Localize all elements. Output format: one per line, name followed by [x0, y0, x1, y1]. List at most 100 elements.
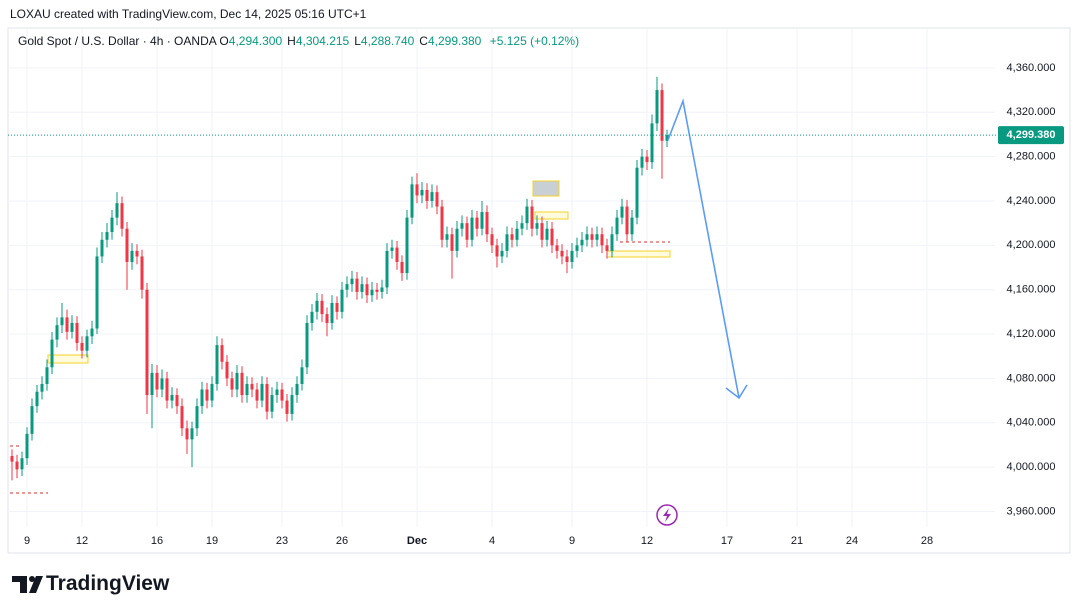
- candle-body: [430, 192, 434, 201]
- candle-body: [205, 389, 209, 401]
- candle-body: [335, 303, 339, 312]
- event-icon[interactable]: [656, 504, 678, 526]
- ohlc-value: 4,294.300: [228, 34, 283, 48]
- x-tick-label: 24: [846, 535, 858, 547]
- ohlc-value: 4,304.215: [295, 34, 350, 48]
- candle-body: [260, 383, 264, 401]
- candle-body: [435, 192, 439, 207]
- candle-body: [590, 234, 594, 240]
- x-tick-label: 12: [76, 535, 88, 547]
- candle-body: [650, 123, 654, 163]
- candle-body: [470, 217, 474, 240]
- zone-box: [606, 250, 671, 258]
- candle-body: [455, 228, 459, 251]
- x-tick-label: 12: [641, 535, 653, 547]
- symbol: Gold Spot / U.S. Dollar · 4h · OANDA: [18, 34, 217, 48]
- candle-body: [610, 234, 614, 251]
- candle-body: [240, 372, 244, 396]
- candle-body: [555, 245, 559, 251]
- x-tick-label: 9: [569, 535, 575, 547]
- candle-body: [345, 284, 349, 290]
- candle-body: [645, 156, 649, 163]
- candle-body: [280, 389, 284, 401]
- y-tick-label: 4,000.000: [1007, 461, 1056, 473]
- candle-body: [100, 239, 104, 257]
- candle-body: [120, 203, 124, 229]
- candle-body: [195, 406, 199, 429]
- candle-body: [490, 234, 494, 246]
- candle-body: [605, 245, 609, 251]
- candle-body: [125, 228, 129, 262]
- candle-body: [135, 250, 139, 257]
- candle-body: [390, 247, 394, 251]
- zone-box: [532, 180, 560, 197]
- y-tick-label: 4,080.000: [1007, 372, 1056, 384]
- x-tick-label: 17: [721, 535, 733, 547]
- candle-body: [155, 372, 159, 390]
- candle-body: [310, 311, 314, 323]
- y-tick-label: 4,240.000: [1007, 195, 1056, 207]
- x-tick-label: 9: [24, 535, 30, 547]
- candle-body: [370, 289, 374, 296]
- candle-body: [40, 383, 44, 392]
- candle-body: [80, 342, 84, 351]
- candle-body: [15, 461, 19, 470]
- candle-body: [270, 395, 274, 412]
- candle-body: [250, 383, 254, 390]
- logo-shape: [29, 576, 43, 593]
- candle-body: [25, 433, 29, 459]
- candle-body: [265, 383, 269, 412]
- candle-body: [525, 206, 529, 224]
- candle-body: [160, 378, 164, 390]
- ohlc-legend: O4,294.300 H4,304.215 L4,288.740 C4,299.380: [219, 34, 486, 48]
- y-tick-label: 4,160.000: [1007, 284, 1056, 296]
- candle-body: [375, 289, 379, 292]
- candle-body: [10, 456, 14, 462]
- candle-body: [115, 203, 119, 218]
- candle-body: [70, 322, 74, 332]
- candle-body: [55, 325, 59, 340]
- y-tick-label: 4,360.000: [1007, 62, 1056, 74]
- candle-body: [180, 406, 184, 429]
- candle-body: [665, 135, 669, 141]
- candle-body: [530, 206, 534, 229]
- candle-body: [360, 284, 364, 292]
- x-tick-label: 23: [276, 535, 288, 547]
- last-price-box: [998, 126, 1064, 145]
- candle-body: [235, 372, 239, 390]
- candle-body: [320, 300, 324, 315]
- x-tick-label: 28: [921, 535, 933, 547]
- candle-body: [105, 232, 109, 240]
- candle-body: [45, 367, 49, 384]
- candle-body: [230, 378, 234, 390]
- candle-body: [545, 228, 549, 240]
- ohlc-key: H: [287, 34, 296, 48]
- candle-body: [210, 383, 214, 401]
- candle-body: [355, 278, 359, 292]
- candle-body: [305, 322, 309, 368]
- candle-body: [140, 256, 144, 290]
- y-tick-label: 3,960.000: [1007, 505, 1056, 517]
- y-tick-label: 4,320.000: [1007, 106, 1056, 118]
- candle-body: [575, 245, 579, 251]
- forecast-arrow: [667, 98, 748, 400]
- candle-body: [510, 234, 514, 240]
- candle-body: [245, 383, 249, 396]
- candle-body: [385, 250, 389, 288]
- candle-body: [620, 206, 624, 218]
- candles: [10, 76, 669, 481]
- candle-body: [30, 406, 34, 434]
- x-tick-label: 19: [206, 535, 218, 547]
- ohlc-key: O: [219, 34, 229, 48]
- candle-body: [90, 328, 94, 337]
- event-bolt: [663, 508, 671, 522]
- candle-body: [165, 378, 169, 401]
- ohlc-value: 4,288.740: [360, 34, 415, 48]
- candle-body: [585, 234, 589, 240]
- logo-shape: [29, 576, 35, 582]
- candle-body: [655, 90, 659, 124]
- ohlc-value: 4,299.380: [427, 34, 482, 48]
- change: +5.125 (+0.12%): [489, 34, 580, 48]
- logo-shape: [12, 576, 27, 593]
